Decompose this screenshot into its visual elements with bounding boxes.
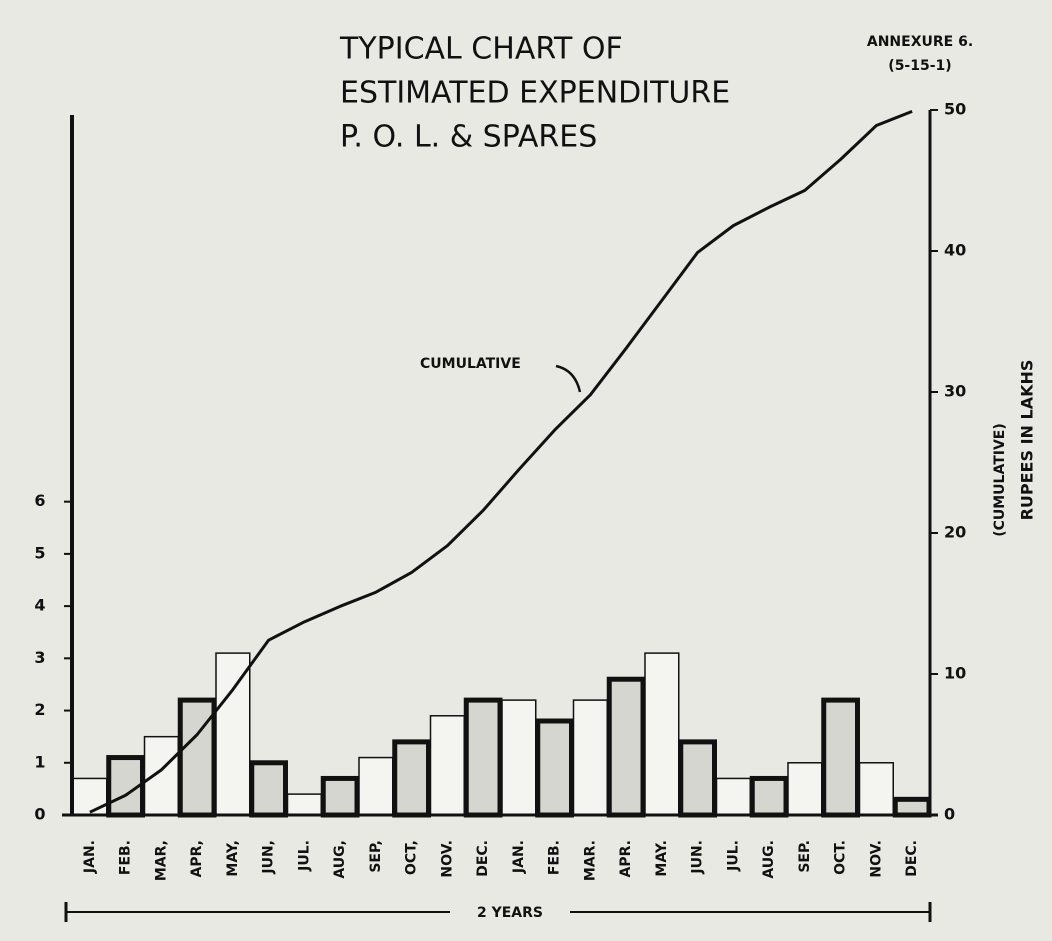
x-tick-label: JUN. [690, 840, 706, 875]
x-tick-label: OCT, [404, 840, 420, 875]
x-tick-label: SEP, [368, 840, 384, 873]
x-tick-label: SEP. [797, 840, 813, 873]
x-tick-label: APR, [189, 840, 205, 877]
x-tick-label: MAY, [225, 840, 241, 877]
x-tick-label: MAR, [153, 840, 169, 881]
x-tick-label: APR. [618, 840, 634, 877]
y2-tick-label: 30 [944, 382, 966, 401]
x-tick-label: AUG, [332, 840, 348, 879]
y2-tick-label: 0 [944, 805, 955, 824]
x-tick-label: OCT. [833, 840, 849, 875]
x-tick-label: FEB. [118, 840, 134, 875]
y2-tick-label: 20 [944, 523, 966, 542]
annotation-arrow [555, 364, 582, 393]
bar [892, 796, 932, 818]
title-line: ESTIMATED EXPENDITURE [340, 76, 730, 111]
bar [320, 775, 360, 818]
annotation: CUMULATIVE [420, 356, 521, 372]
bar [821, 697, 860, 818]
x-tick-label: NOV. [868, 840, 884, 878]
bar [463, 697, 503, 818]
bar [215, 652, 251, 816]
bar [501, 699, 537, 816]
span-label: 2 YEARS [477, 905, 543, 921]
y2-tick-label: 50 [944, 100, 966, 119]
y-tick-label: 2 [34, 700, 45, 719]
x-tick-label: JUL. [725, 840, 741, 872]
y2-axis-label: RUPEES IN LAKHS [1018, 360, 1037, 521]
x-tick-label: MAR. [582, 840, 598, 881]
annexure: (5-15-1) [888, 58, 951, 74]
x-tick-label: DEC. [904, 840, 920, 877]
x-tick-label: JUN, [261, 840, 277, 875]
x-tick-label: JAN. [511, 840, 527, 874]
bar [678, 739, 717, 818]
x-tick-label: NOV. [439, 840, 455, 878]
x-tick-label: MAY. [654, 840, 670, 877]
bar [286, 793, 322, 816]
bar [715, 777, 751, 816]
bar [72, 777, 108, 816]
title-line: TYPICAL CHART OF [339, 32, 623, 67]
y-tick-label: 1 [34, 752, 45, 771]
cumulative-line [89, 110, 913, 814]
bar [358, 756, 394, 816]
y-tick-label: 6 [34, 491, 45, 510]
x-tick-label: FEB. [547, 840, 563, 875]
bar [143, 735, 179, 816]
x-tick-label: JUL. [296, 840, 312, 872]
bar [535, 718, 574, 818]
x-tick-label: JAN. [82, 840, 98, 874]
bar [606, 676, 646, 818]
bar [429, 715, 465, 816]
x-tick-label: DEC. [475, 840, 491, 877]
y-tick-label: 0 [34, 805, 45, 824]
y-tick-label: 4 [34, 596, 45, 615]
annexure: ANNEXURE 6. [867, 34, 973, 50]
bar [572, 699, 608, 816]
bar [787, 762, 823, 816]
title-line: P. O. L. & SPARES [340, 120, 597, 155]
bar [249, 760, 288, 818]
bar [858, 762, 894, 816]
y-tick-label: 3 [34, 648, 45, 667]
y2-axis-label: (CUMULATIVE) [992, 423, 1008, 537]
y2-tick-label: 10 [944, 664, 966, 683]
y2-tick-label: 40 [944, 241, 966, 260]
bar [392, 739, 431, 818]
x-tick-label: AUG. [761, 840, 777, 879]
bar [644, 652, 680, 816]
bar [749, 775, 789, 818]
y-tick-label: 5 [34, 543, 45, 562]
